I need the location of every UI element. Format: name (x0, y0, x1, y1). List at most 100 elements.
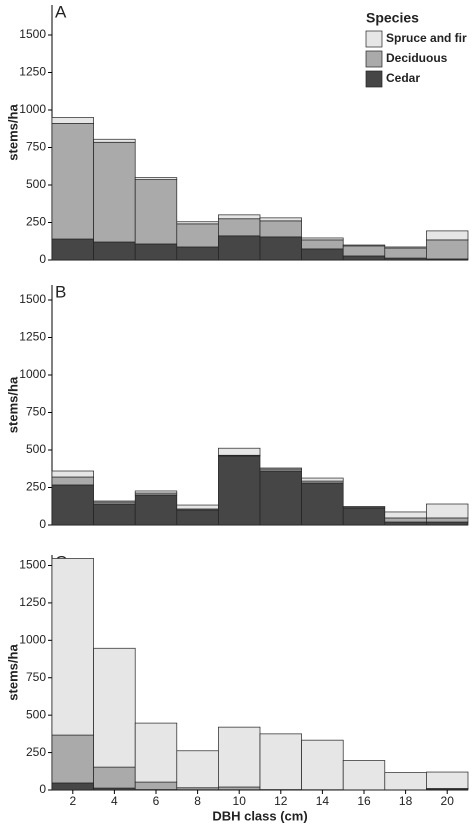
y-tick-label: 1000 (19, 102, 46, 116)
y-tick-label: 0 (39, 252, 46, 266)
bar-segment (384, 521, 427, 526)
bar-segment (93, 241, 136, 261)
panel-title: B (55, 282, 66, 301)
x-tick-label: 14 (316, 794, 330, 808)
bar-segment (218, 455, 261, 526)
legend-swatch (365, 30, 383, 48)
bar-segment (342, 760, 386, 791)
x-tick-label: 2 (69, 794, 76, 808)
legend-swatch (365, 50, 383, 68)
y-tick-label: 250 (26, 215, 46, 229)
y-tick-label: 750 (26, 670, 46, 684)
bar-segment (51, 782, 94, 791)
bar-segment (134, 494, 178, 526)
bar-segment (218, 786, 261, 791)
bar-segment (51, 238, 94, 261)
bar-segment (93, 138, 136, 143)
y-tick-label: 1500 (19, 27, 46, 41)
bar-segment (134, 722, 178, 783)
x-tick-label: 8 (194, 794, 201, 808)
y-tick-label: 1000 (19, 367, 46, 381)
bar-segment (259, 733, 302, 790)
bar-segment (93, 766, 136, 789)
bar-segment (218, 235, 261, 261)
x-tick-label: 12 (274, 794, 288, 808)
y-axis-label: stems/ha (5, 104, 20, 161)
bar-segment (426, 230, 469, 241)
x-tick-label: 6 (153, 794, 160, 808)
bar-segment (384, 772, 427, 791)
bar-segment (426, 521, 469, 526)
bar-segment (301, 739, 344, 791)
bar-segment (259, 467, 302, 470)
y-tick-label: 1250 (19, 330, 46, 344)
bar-segment (134, 179, 178, 245)
y-tick-label: 750 (26, 405, 46, 419)
bar-segment (51, 558, 94, 736)
bar-segment (93, 503, 136, 526)
y-tick-label: 0 (39, 782, 46, 796)
bar-segment (93, 141, 136, 243)
bar-segment (176, 246, 219, 261)
bar-segment (301, 239, 344, 250)
bar-segment (301, 482, 344, 526)
y-tick-label: 1250 (19, 65, 46, 79)
x-tick-label: 16 (357, 794, 371, 808)
y-tick-label: 500 (26, 707, 46, 721)
bar-segment (342, 244, 386, 247)
bar-segment (134, 243, 178, 261)
bar-segment (51, 476, 94, 486)
legend-label: Deciduous (386, 51, 448, 65)
bar-segment (342, 255, 386, 261)
bar-segment (426, 239, 469, 260)
y-tick-label: 1000 (19, 632, 46, 646)
y-tick-label: 1500 (19, 292, 46, 306)
y-tick-label: 250 (26, 745, 46, 759)
bar-segment (93, 500, 136, 503)
x-tick-label: 20 (441, 794, 455, 808)
bar-segment (301, 237, 344, 241)
y-tick-label: 1250 (19, 595, 46, 609)
y-tick-label: 500 (26, 442, 46, 456)
bar-segment (218, 214, 261, 220)
bar-segment (176, 504, 219, 510)
bar-segment (259, 220, 302, 238)
bar-segment (384, 247, 427, 259)
bar-segment (93, 647, 136, 768)
bar-segment (384, 511, 427, 519)
bar-segment (426, 771, 469, 789)
legend-label: Cedar (386, 71, 420, 85)
legend-label: Spruce and fir (386, 31, 467, 45)
x-axis-label: DBH class (cm) (212, 808, 307, 823)
bar-segment (176, 223, 219, 248)
bar-segment (342, 245, 386, 257)
bar-segment (134, 781, 178, 790)
x-tick-label: 18 (399, 794, 413, 808)
bar-segment (426, 503, 469, 519)
bar-segment (259, 470, 302, 526)
bar-segment (176, 221, 219, 225)
y-axis-label: stems/ha (5, 376, 20, 433)
bar-segment (384, 246, 427, 249)
bar-segment (51, 117, 94, 124)
bar-segment (51, 470, 94, 478)
bar-segment (384, 517, 427, 523)
bar-segment (51, 484, 94, 526)
y-tick-label: 500 (26, 177, 46, 191)
y-axis-label: stems/ha (5, 644, 20, 701)
bar-segment (176, 509, 219, 526)
bar-segment (176, 750, 219, 789)
bar-segment (51, 734, 94, 784)
legend-title: Species (366, 10, 419, 26)
bar-segment (218, 726, 261, 788)
bar-segment (218, 218, 261, 237)
bar-segment (259, 236, 302, 261)
bar-segment (51, 123, 94, 240)
bar-segment (218, 447, 261, 456)
legend-swatch (365, 70, 383, 88)
bar-segment (426, 517, 469, 523)
y-tick-label: 750 (26, 140, 46, 154)
bar-segment (301, 248, 344, 261)
y-tick-label: 250 (26, 480, 46, 494)
